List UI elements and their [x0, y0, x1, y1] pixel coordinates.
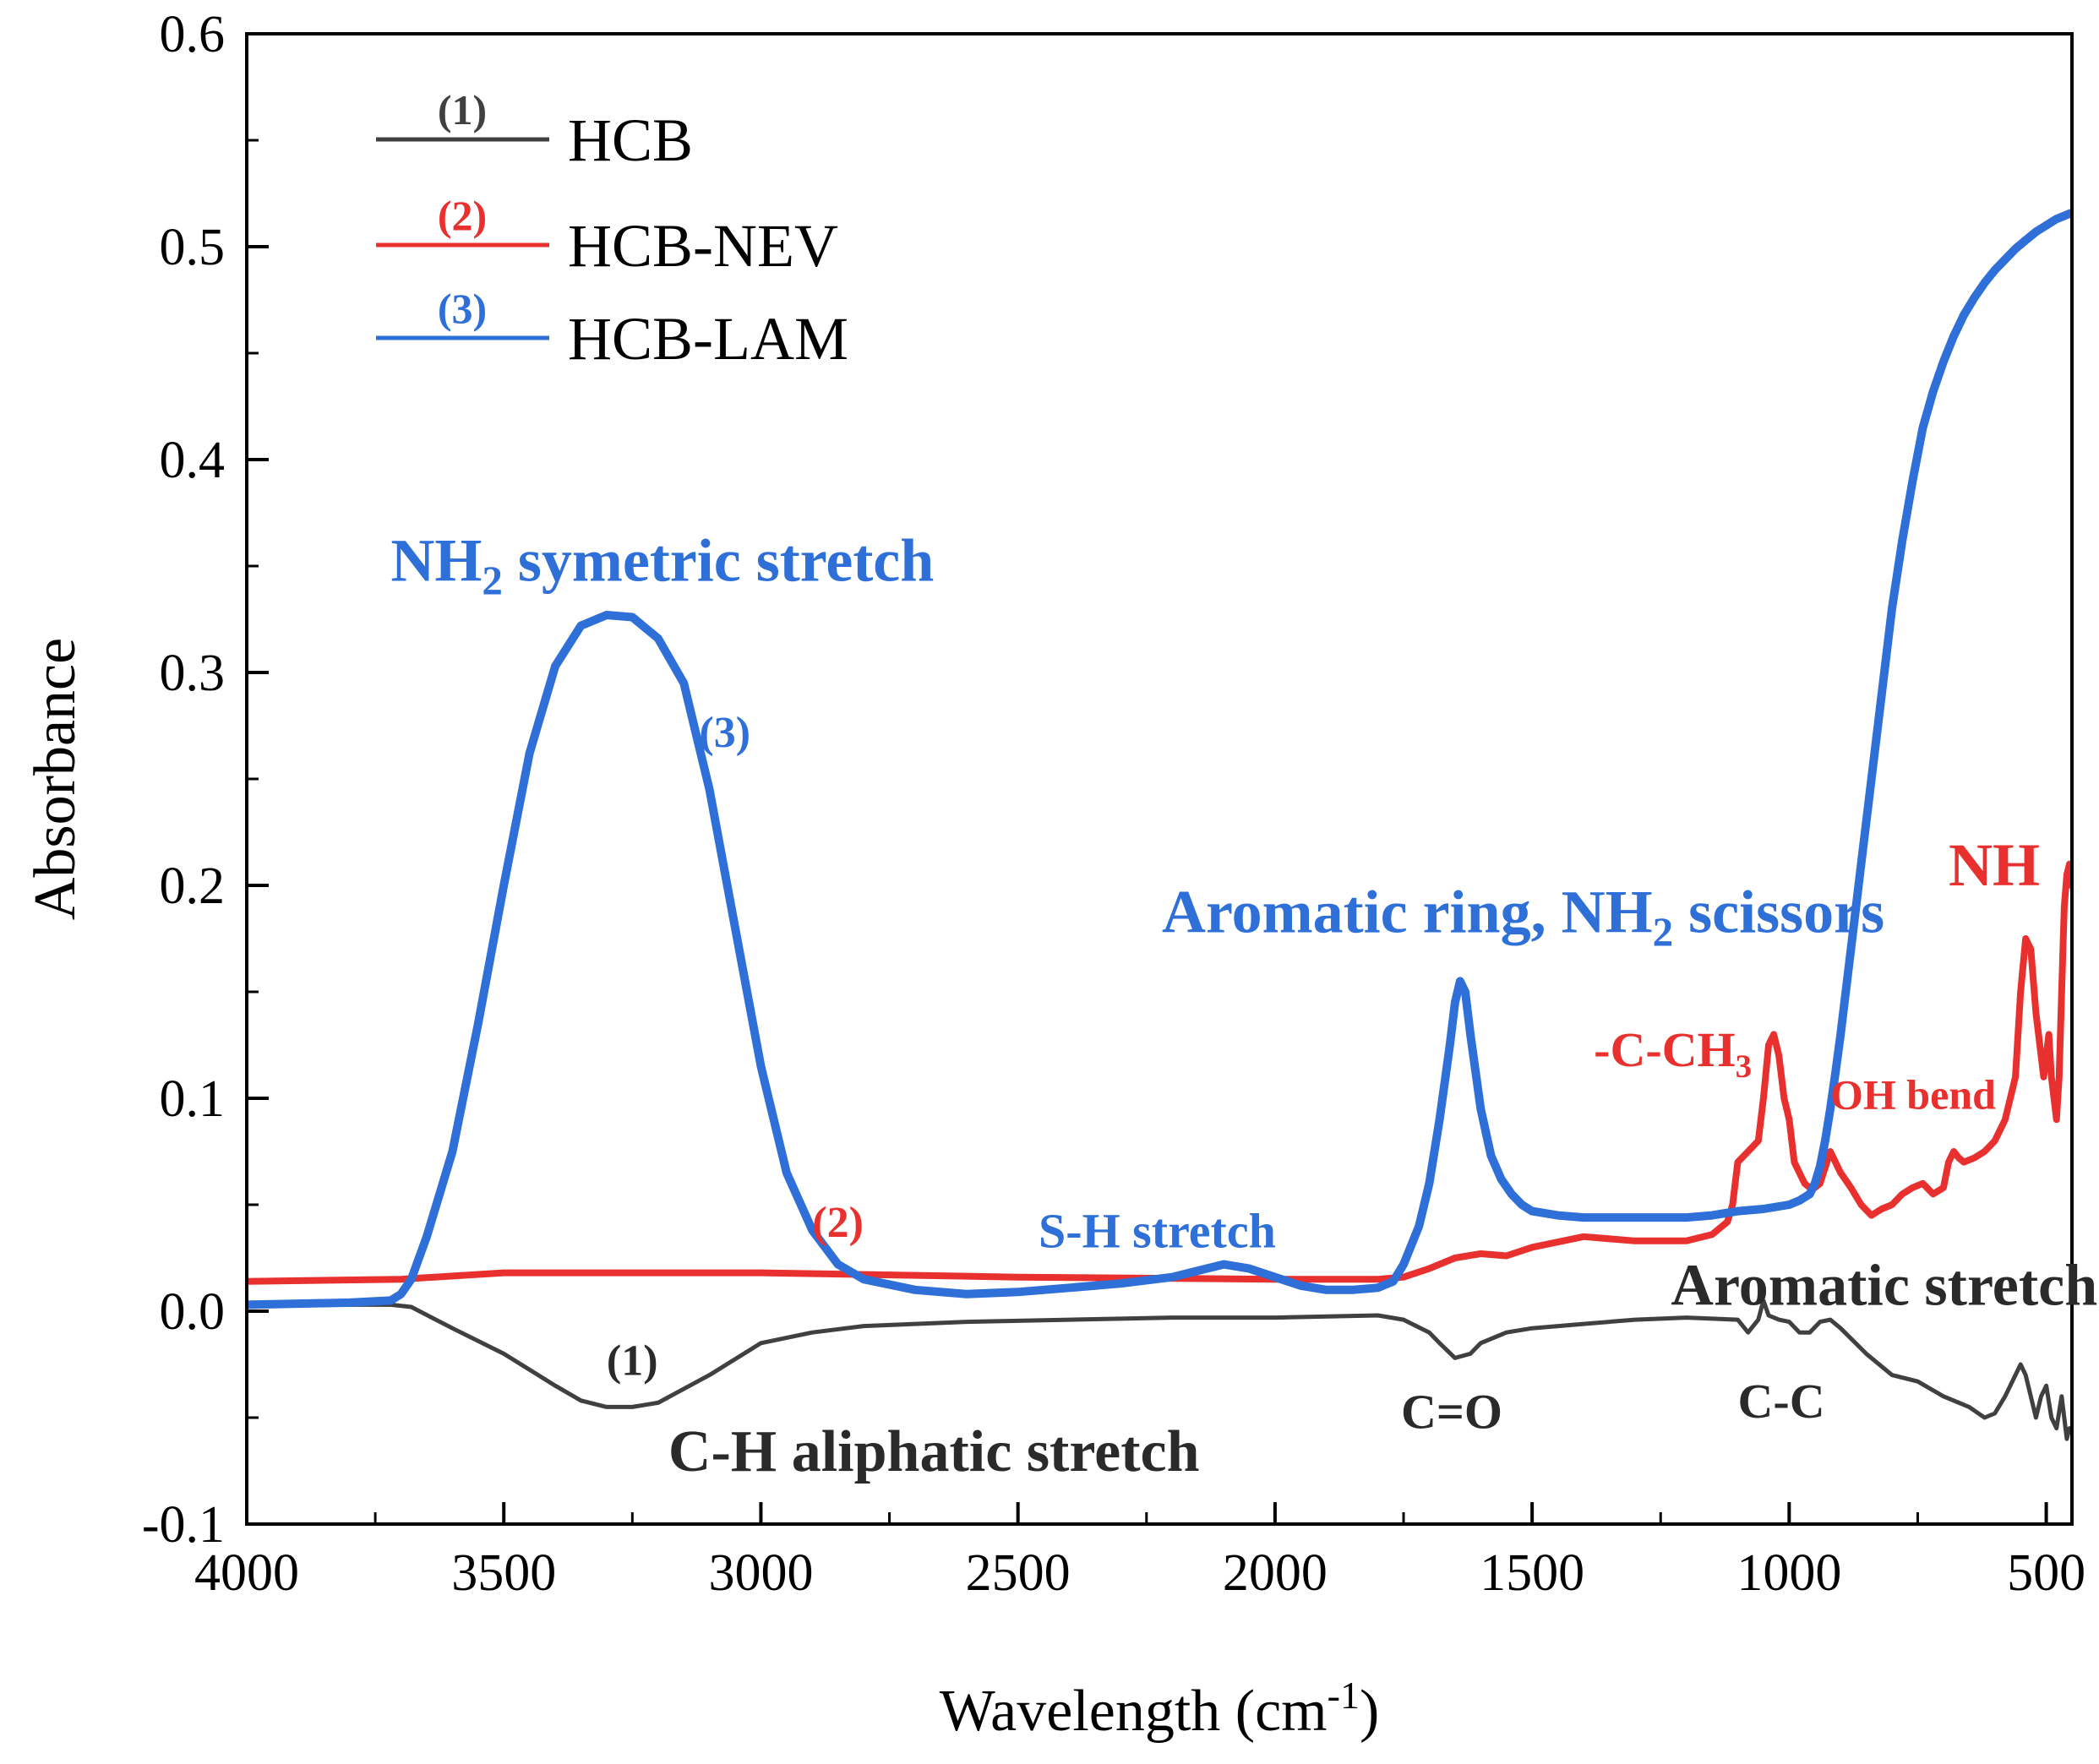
- x-axis-title-close: ): [1360, 1679, 1379, 1744]
- axes-layer: 4000 3500 3000 2500 2000 1500 1000 500 -0.1 0.0 0.…: [23, 6, 2085, 1744]
- legend-number: (3): [438, 285, 487, 332]
- y-tick-label: 0.5: [160, 219, 226, 276]
- y-axis-title: Absorbance: [23, 638, 88, 920]
- annotation-text: Aromatic ring, NH: [1162, 878, 1653, 945]
- annotation-subscript: 3: [1736, 1048, 1753, 1085]
- x-tick-label: 500: [2007, 1544, 2085, 1602]
- series-line-hcb-lam: [247, 208, 2072, 1309]
- annotation-curve3-label: (3): [699, 709, 750, 757]
- x-axis-title-main: Wavelength (cm: [940, 1679, 1328, 1744]
- annotation-text: -C-CH: [1594, 1022, 1736, 1077]
- y-tick-label: 0.3: [160, 645, 226, 702]
- annotation-text: C-H aliphatic stretch: [668, 1419, 1200, 1484]
- annotation-c-ch3: -C-CH3: [1594, 1022, 1752, 1085]
- annotation-nh2-sym: NH2 symetric stretch: [390, 527, 934, 604]
- y-tick-label: 0.2: [160, 858, 226, 915]
- annotation-nh-red: NH: [1949, 831, 2040, 899]
- y-tick-label: 0.6: [160, 6, 226, 63]
- legend-number: (2): [438, 192, 487, 239]
- annotation-text: NH: [1949, 831, 2040, 899]
- annotation-text: (2): [812, 1199, 864, 1247]
- x-tick-label: 1500: [1480, 1544, 1584, 1602]
- annotation-text-tail: scissors: [1673, 878, 1884, 945]
- y-tick-label: 0.0: [160, 1283, 226, 1341]
- y-tick-label: -0.1: [142, 1496, 225, 1554]
- x-tick-label: 1000: [1736, 1544, 1841, 1602]
- legend-label-hcb-nev: HCB-NEV: [568, 212, 838, 280]
- annotation-text: C-C: [1738, 1374, 1825, 1429]
- annotation-c-c: C-C: [1738, 1374, 1825, 1429]
- annotation-text: (1): [607, 1337, 658, 1386]
- x-tick-label: 2500: [966, 1544, 1071, 1602]
- annotation-sh-stretch: S-H stretch: [1039, 1203, 1276, 1258]
- annotation-text: OH bend: [1830, 1071, 1996, 1119]
- annotation-text: C=O: [1401, 1385, 1502, 1440]
- annotation-arom-stretch: Aromatic stretch: [1671, 1253, 2097, 1318]
- legend-number: (1): [438, 86, 487, 133]
- x-tick-label: 3000: [708, 1544, 813, 1602]
- annotation-text-tail: symetric stretch: [503, 527, 934, 595]
- x-tick-label: 3500: [451, 1544, 556, 1602]
- series-line-hcb-nev: [247, 860, 2072, 1285]
- annotation-curve2-label: (2): [812, 1199, 864, 1247]
- annotation-curve1-label: (1): [607, 1337, 658, 1386]
- legend-label-hcb: HCB: [568, 106, 693, 174]
- x-axis-title: Wavelength (cm-1): [940, 1674, 1380, 1744]
- y-tick-label: 0.1: [160, 1070, 226, 1128]
- annotation-text: (3): [699, 709, 750, 757]
- annotation-text: S-H stretch: [1039, 1203, 1276, 1258]
- annotation-c-o: C=O: [1401, 1385, 1502, 1440]
- annotation-text: Aromatic stretch: [1671, 1253, 2097, 1318]
- annotation-subscript: 2: [1653, 908, 1674, 955]
- annotation-subscript: 2: [482, 558, 503, 604]
- legend-label-hcb-lam: HCB-LAM: [568, 305, 848, 373]
- series-layer: [247, 208, 2072, 1441]
- y-tick-label: 0.4: [160, 432, 226, 489]
- x-tick-label: 2000: [1223, 1544, 1328, 1602]
- annotation-ch-aliph: C-H aliphatic stretch: [668, 1419, 1200, 1484]
- annotation-layer: NH2 symetric stretch(3)Aromatic ring, NH…: [390, 527, 2097, 1484]
- annotation-oh-bend: OH bend: [1830, 1071, 1996, 1119]
- x-axis-title-sup: -1: [1328, 1674, 1360, 1717]
- annotation-text: NH: [390, 527, 482, 595]
- series-line-hcb: [247, 1298, 2072, 1441]
- legend: (1) HCB (2) HCB-NEV (3) HCB-LAM: [376, 86, 848, 373]
- x-tick-label: 4000: [194, 1544, 299, 1602]
- annotation-arom-nh2: Aromatic ring, NH2 scissors: [1162, 878, 1884, 955]
